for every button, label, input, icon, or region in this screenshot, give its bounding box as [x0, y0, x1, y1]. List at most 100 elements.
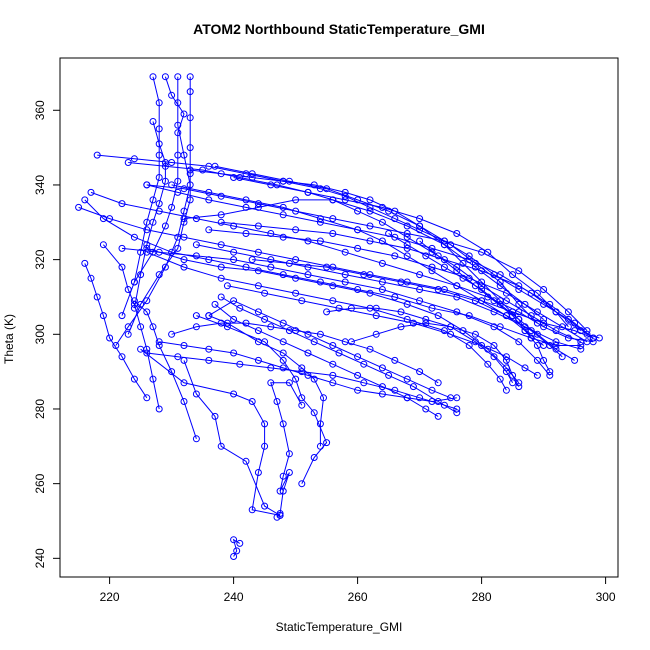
data-point	[304, 349, 312, 357]
data-point	[230, 390, 238, 398]
data-point	[502, 386, 510, 394]
data-point	[471, 263, 479, 271]
x-tick-label: 220	[100, 590, 120, 604]
data-point	[168, 91, 176, 99]
series-34	[217, 218, 597, 342]
data-point	[261, 442, 269, 450]
data-point	[546, 368, 554, 376]
data-point	[329, 371, 337, 379]
data-point	[329, 342, 337, 349]
data-point	[453, 409, 461, 417]
data-point	[261, 315, 269, 323]
data-point	[174, 99, 182, 107]
data-point	[211, 300, 219, 308]
data-point	[502, 368, 510, 376]
data-point	[267, 181, 275, 189]
data-point	[428, 263, 436, 271]
data-point	[329, 360, 337, 368]
data-point	[192, 323, 200, 331]
data-point	[428, 304, 436, 312]
data-point	[118, 312, 126, 320]
data-point	[316, 420, 324, 428]
data-point	[230, 297, 238, 305]
data-point	[546, 300, 554, 308]
data-point	[509, 379, 517, 387]
y-tick-label: 340	[33, 175, 47, 195]
data-point	[205, 356, 213, 364]
data-point	[540, 356, 548, 364]
data-point	[130, 233, 138, 241]
data-point	[298, 401, 306, 409]
data-point	[143, 181, 151, 189]
data-point	[372, 330, 380, 338]
series-32	[192, 241, 585, 353]
series-14	[130, 73, 163, 286]
series-line	[326, 307, 514, 384]
data-point	[583, 338, 591, 346]
data-point	[279, 203, 287, 211]
data-point	[546, 342, 554, 349]
y-tick-label: 300	[33, 324, 47, 344]
data-point	[174, 151, 182, 159]
data-point	[323, 439, 331, 447]
series-12	[118, 73, 188, 320]
data-point	[515, 267, 523, 275]
series-9	[130, 297, 200, 443]
data-point	[279, 271, 287, 279]
series-line	[133, 121, 166, 309]
data-point	[354, 226, 362, 234]
data-point	[310, 409, 318, 417]
data-point	[533, 330, 541, 338]
data-point	[571, 356, 579, 364]
data-point	[422, 252, 430, 260]
series-7	[81, 259, 151, 402]
data-point	[279, 319, 287, 327]
data-point	[93, 151, 101, 159]
data-point	[285, 469, 293, 476]
data-point	[335, 349, 343, 357]
data-point	[279, 364, 287, 372]
x-axis: 220 240 260 280 300	[100, 576, 616, 604]
data-point	[242, 196, 250, 204]
data-point	[143, 248, 151, 256]
data-point	[320, 394, 327, 402]
data-point	[478, 342, 486, 349]
data-point	[180, 233, 188, 241]
data-point	[360, 379, 368, 387]
data-point	[276, 487, 284, 495]
data-point	[391, 386, 399, 394]
data-point	[174, 244, 182, 252]
data-point	[180, 218, 188, 226]
data-point	[416, 271, 424, 279]
data-point	[316, 215, 324, 223]
data-point	[248, 174, 256, 181]
data-point	[180, 398, 188, 405]
data-point	[192, 241, 200, 249]
data-point	[304, 237, 312, 245]
data-point	[248, 398, 256, 405]
series-line	[134, 300, 197, 439]
data-point	[174, 73, 182, 81]
data-point	[372, 312, 380, 320]
data-point	[186, 166, 194, 174]
data-point	[230, 536, 238, 544]
data-point	[279, 420, 287, 428]
data-point	[143, 297, 151, 305]
series-line	[115, 76, 191, 346]
data-point	[168, 181, 176, 189]
data-point	[471, 259, 479, 267]
series-line	[133, 76, 160, 283]
data-point	[304, 188, 312, 196]
data-point	[403, 375, 411, 383]
data-point	[385, 207, 393, 215]
data-point	[230, 174, 238, 181]
data-point	[217, 319, 225, 327]
series-line	[196, 244, 581, 350]
data-point	[267, 364, 275, 372]
data-point	[416, 394, 424, 402]
data-point	[403, 230, 411, 237]
data-point	[230, 222, 238, 230]
data-point	[143, 244, 151, 252]
data-point	[323, 308, 331, 316]
data-point	[316, 218, 324, 226]
